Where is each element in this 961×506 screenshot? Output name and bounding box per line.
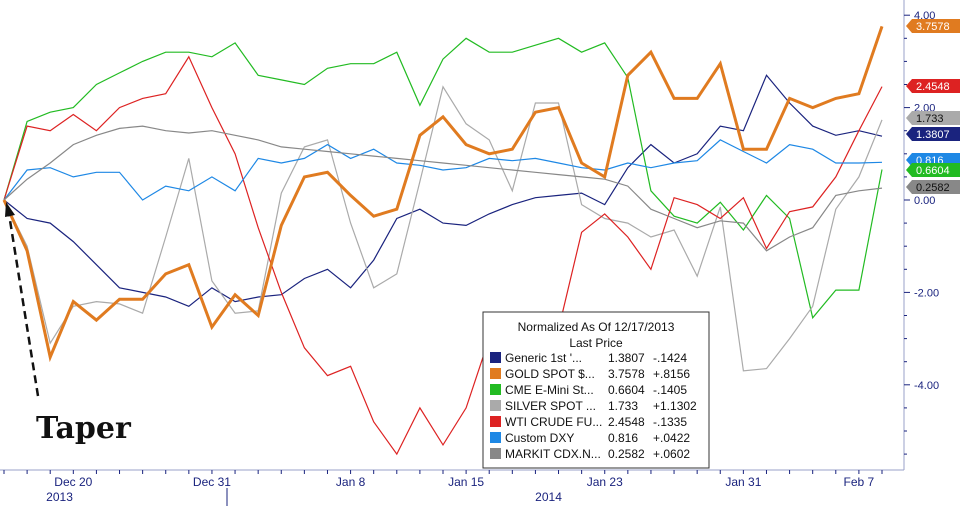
legend-swatch <box>490 368 501 379</box>
value-tag: 1.733 <box>906 111 960 125</box>
legend-series-name: Custom DXY <box>505 431 574 445</box>
legend-series-name: MARKIT CDX.N... <box>505 447 601 461</box>
x-tick-label: Dec 20 <box>54 475 92 489</box>
value-tag: 1.3807 <box>906 127 960 141</box>
annotation-arrow <box>7 213 40 397</box>
legend-title: Normalized As Of 12/17/2013 <box>518 320 675 334</box>
legend-swatch <box>490 384 501 395</box>
legend-change: +.8156 <box>653 367 690 381</box>
legend-last-price: 2.4548 <box>608 415 645 429</box>
year-label: 2014 <box>535 490 562 504</box>
legend-row: Custom DXY 0.816 +.0422 <box>490 431 690 445</box>
value-tag: 2.4548 <box>906 79 960 93</box>
annotation-layer: Taper <box>5 202 132 446</box>
legend-row: MARKIT CDX.N... 0.2582 +.0602 <box>490 447 690 461</box>
legend-row: GOLD SPOT $... 3.7578 +.8156 <box>490 367 690 381</box>
x-tick-label: Dec 31 <box>193 475 231 489</box>
year-label: 2013 <box>46 490 73 504</box>
value-tag-bg <box>906 79 960 93</box>
value-tag-bg <box>906 163 960 177</box>
legend-series-name: Generic 1st '... <box>505 351 582 365</box>
x-tick-label: Feb 7 <box>844 475 875 489</box>
x-tick-label: Jan 8 <box>336 475 366 489</box>
value-tag-bg <box>906 127 960 141</box>
series-line-2 <box>3 37 883 320</box>
series-line-4 <box>3 55 883 456</box>
legend-row: WTI CRUDE FU... 2.4548 -.1335 <box>490 415 687 429</box>
legend-subtitle: Last Price <box>569 336 623 350</box>
x-tick-label: Jan 31 <box>725 475 761 489</box>
value-tag-label: 1.3807 <box>916 129 950 141</box>
legend-row: Generic 1st '... 1.3807 -.1424 <box>490 351 687 365</box>
series-2 <box>3 37 883 320</box>
legend-last-price: 0.6604 <box>608 383 645 397</box>
y-tick-label: 0.00 <box>914 195 935 207</box>
value-tag-label: 3.7578 <box>916 21 950 33</box>
legend-swatch <box>490 416 501 427</box>
legend-change: +.0602 <box>653 447 690 461</box>
y-axis: 4.002.000.00-2.00-4.00 <box>903 0 939 470</box>
legend-swatch <box>490 448 501 459</box>
y-tick-label: -2.00 <box>914 287 939 299</box>
series-6 <box>3 125 883 252</box>
legend-change: +1.1302 <box>653 399 697 413</box>
legend-row: SILVER SPOT ... 1.733 +1.1302 <box>490 399 697 413</box>
annotation-arrowhead <box>5 202 15 217</box>
x-tick-label: Jan 15 <box>448 475 484 489</box>
value-tag-bg <box>906 111 960 125</box>
annotation-taper: Taper <box>36 411 132 446</box>
value-tag: 3.7578 <box>906 19 960 33</box>
x-axis: Dec 20 Dec 31 Jan 8 Jan 15 Jan 23 Jan 31 Feb 7… <box>0 469 904 506</box>
series-5 <box>3 139 883 201</box>
legend-change: -.1405 <box>653 383 687 397</box>
legend-swatch <box>490 352 501 363</box>
legend-swatch <box>490 432 501 443</box>
legend-series-name: WTI CRUDE FU... <box>505 415 602 429</box>
value-tag-label: 2.4548 <box>916 81 950 93</box>
value-tag-bg <box>906 180 960 194</box>
legend-box <box>482 311 710 469</box>
value-tag-label: 0.6604 <box>916 165 950 177</box>
series-line-5 <box>3 139 883 201</box>
value-tag-label: 0.2582 <box>916 182 950 194</box>
series-layer <box>2 25 884 456</box>
legend-last-price: 3.7578 <box>608 367 645 381</box>
legend-change: -.1335 <box>653 415 687 429</box>
legend-change: -.1424 <box>653 351 687 365</box>
value-tag-bg <box>906 19 960 33</box>
legend-row: CME E-Mini St... 0.6604 -.1405 <box>490 383 687 397</box>
series-line-3 <box>3 85 883 372</box>
x-tick-label: Jan 23 <box>587 475 623 489</box>
legend-last-price: 0.2582 <box>608 447 645 461</box>
value-tag: 0.6604 <box>906 163 960 177</box>
value-tag-label: 1.733 <box>916 113 944 125</box>
series-0 <box>3 74 883 307</box>
series-line-1 <box>2 25 884 363</box>
legend-last-price: 1.3807 <box>608 351 645 365</box>
series-1 <box>2 25 884 363</box>
legend-last-price: 1.733 <box>608 399 638 413</box>
legend-series-name: SILVER SPOT ... <box>505 399 596 413</box>
series-line-6 <box>3 125 883 252</box>
series-3 <box>3 85 883 372</box>
legend-swatch <box>490 400 501 411</box>
legend-series-name: CME E-Mini St... <box>505 383 594 397</box>
value-tag: 0.2582 <box>906 180 960 194</box>
legend: Normalized As Of 12/17/2013 Last PriceGen… <box>482 311 710 469</box>
y-tick-label: -4.00 <box>914 380 939 392</box>
legend-change: +.0422 <box>653 431 690 445</box>
legend-last-price: 0.816 <box>608 431 638 445</box>
legend-series-name: GOLD SPOT $... <box>505 367 595 381</box>
